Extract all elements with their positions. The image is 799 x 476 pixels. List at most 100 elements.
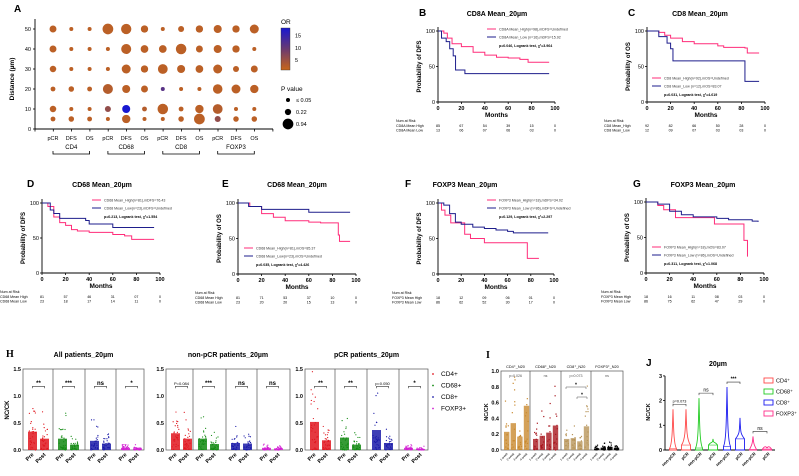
panel-i-barplot: I0.00.20.40.60.81.0NC/CKCD4⁺_N201-week2-… — [484, 350, 624, 462]
data-point — [214, 448, 216, 450]
risk-value: 85 — [436, 124, 440, 128]
data-point — [104, 438, 106, 440]
significance-label: P=0.084 — [174, 381, 190, 386]
data-point — [513, 376, 516, 378]
significance-label: ns — [757, 426, 763, 432]
x-tick-label: Post — [411, 452, 424, 465]
data-point — [102, 443, 104, 446]
data-point — [32, 431, 35, 433]
data-point — [72, 442, 75, 445]
data-point — [390, 447, 392, 449]
data-point — [103, 446, 105, 448]
risk-value: 03 — [739, 129, 743, 133]
dot-cd4-dfs-30 — [69, 66, 74, 72]
data-point — [556, 415, 558, 417]
x-tick-label: Post — [347, 452, 360, 465]
data-point — [73, 448, 75, 450]
chart-title: FOXP3 Mean_20µm — [433, 182, 498, 189]
data-point — [554, 385, 556, 387]
data-point — [408, 447, 410, 449]
data-point — [565, 448, 567, 450]
risk-value: 12 — [459, 296, 463, 300]
data-point — [315, 440, 317, 443]
bar-1-0 — [533, 438, 539, 450]
data-point — [388, 444, 390, 446]
x-tick-label: Pre — [168, 452, 179, 463]
data-point — [565, 440, 568, 443]
data-point — [176, 422, 178, 425]
data-point — [171, 446, 173, 448]
significance-label: *** — [65, 381, 73, 387]
panel-f-km: F FOXP3 Mean_20µm 0 50 100 0 20 40 60 80 100 Months… — [392, 179, 571, 305]
data-point — [347, 442, 349, 444]
data-point — [596, 446, 598, 448]
significance-label: ** — [318, 381, 323, 387]
data-point — [419, 447, 421, 449]
bar-0-2 — [517, 436, 523, 450]
data-point — [535, 432, 538, 434]
dot-cd68-os-30 — [140, 65, 149, 73]
data-point — [608, 449, 610, 451]
data-point — [248, 446, 250, 449]
x-tick-label: 20 — [458, 106, 464, 112]
data-point — [378, 444, 380, 446]
dot-foxp3-dfs-10 — [233, 106, 239, 112]
risk-row-label: FOXP3 Mean High — [392, 296, 422, 300]
bar-cd4-post — [183, 438, 192, 450]
p-legend-label: 0.22 — [296, 110, 307, 116]
significance-bracket — [726, 381, 741, 385]
data-point — [410, 444, 412, 446]
data-point — [604, 446, 606, 448]
data-point — [210, 441, 212, 443]
data-point — [549, 449, 551, 451]
logrank-stat: p=0.046, Logrank test, χ²=3.964 — [499, 44, 552, 48]
data-point — [105, 445, 107, 447]
dot-foxp3-dfs-30 — [232, 65, 240, 73]
data-point — [578, 443, 580, 445]
risk-value: 81 — [236, 296, 240, 300]
legend-entry: CD8A Mean_High(n=98),mDFS=Undefined — [499, 27, 568, 31]
x-tick-label: Post — [317, 452, 330, 465]
data-point — [185, 446, 187, 448]
x-tick-label: 80 — [329, 278, 335, 284]
legend-label: FOXP3+ — [441, 406, 466, 413]
subplot-title: non-pCR patients_20µm — [188, 352, 268, 359]
dot-cd4-os-5 — [87, 116, 93, 122]
data-point — [188, 435, 191, 437]
data-point — [374, 437, 376, 439]
data-point — [136, 447, 138, 450]
significance-bracket — [376, 385, 389, 389]
data-point — [615, 449, 617, 451]
data-point — [204, 443, 206, 445]
x-tick-label: 60 — [505, 106, 511, 112]
data-point — [514, 401, 516, 403]
y-tick-label: 1.0 — [156, 394, 164, 400]
data-point — [554, 449, 557, 451]
data-point — [519, 441, 522, 444]
data-point — [310, 403, 312, 405]
risk-value: 0 — [764, 124, 766, 128]
data-point — [543, 441, 545, 443]
x-tick-label: 20 — [668, 106, 674, 112]
bar-cd4-post — [40, 438, 49, 450]
data-point — [174, 438, 176, 440]
violin-foxp3-non-pcr — [749, 436, 757, 451]
risk-value: 67 — [459, 124, 463, 128]
risk-value: 50 — [716, 124, 720, 128]
dot-cd4-os-10 — [87, 106, 92, 112]
dot-cd4-dfs-5 — [68, 116, 75, 122]
data-point — [548, 439, 550, 441]
x-tick-label: 40 — [481, 278, 487, 284]
data-point — [311, 449, 314, 451]
data-point — [595, 448, 597, 450]
data-point — [172, 421, 174, 423]
risk-value: 81 — [40, 295, 44, 299]
data-point — [177, 421, 179, 423]
data-point — [541, 410, 543, 412]
x-tick-label: non-pCR — [715, 451, 731, 467]
data-point — [549, 425, 551, 427]
risk-row-label: CD8A Mean Low — [396, 129, 423, 133]
data-point — [536, 434, 538, 436]
data-point — [572, 439, 574, 441]
